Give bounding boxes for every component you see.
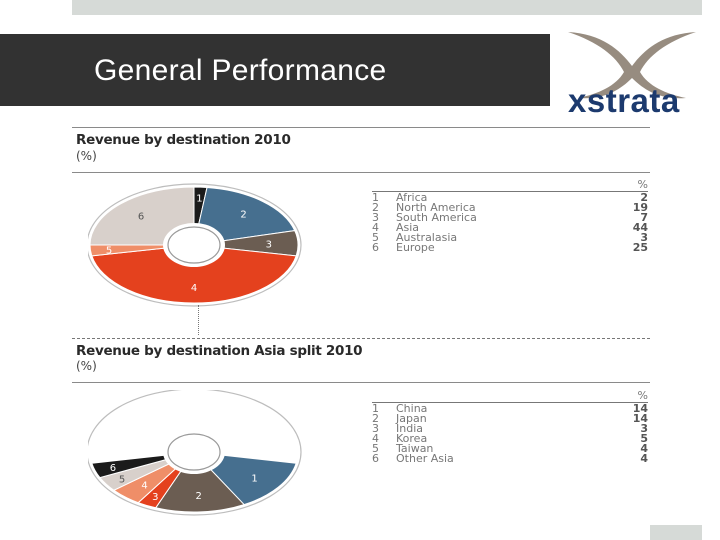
legend-rule [372, 191, 648, 192]
legend-label: Africa [396, 191, 428, 204]
legend-value: 4 [640, 442, 648, 455]
pie-label-4: 4 [191, 283, 197, 294]
legend-value: 3 [640, 231, 648, 244]
pie-slice-2 [154, 451, 246, 513]
chart1-legend: % 1 Africa 2 2 North America 19 3 South America… [372, 178, 648, 253]
pie-label-5: 5 [106, 246, 112, 257]
pie-label-2: 2 [240, 210, 246, 221]
legend-value: 44 [632, 221, 648, 234]
legend-value: 25 [632, 241, 648, 254]
legend-row: 4 Asia 44 [372, 221, 648, 234]
legend-label: Australasia [396, 231, 458, 244]
pie-label-3: 3 [266, 240, 272, 251]
pie-slice-2 [193, 186, 296, 246]
legend-num: 2 [372, 412, 379, 425]
legend-row: 6 Other Asia 4 [372, 452, 648, 465]
chart1-unit: (%) [76, 149, 97, 163]
chart2-legend: % 1 China 14 2 Japan 14 3 India 3 4 Korea 5 5 Taiwan 4… [372, 389, 648, 464]
legend-value: 3 [640, 422, 648, 435]
pie-slice-1 [192, 451, 297, 506]
legend-value: 14 [632, 412, 648, 425]
legend-row: 2 North America 19 [372, 201, 648, 214]
legend-row: 3 South America 7 [372, 211, 648, 224]
legend-row: 5 Taiwan 4 [372, 442, 648, 455]
legend-label: Europe [396, 241, 435, 254]
legend-row: 4 Korea 5 [372, 432, 648, 445]
chart1-mid-rule [72, 172, 650, 173]
legend-num: 3 [372, 422, 379, 435]
legend-row: 3 India 3 [372, 422, 648, 435]
chart2-title: Revenue by destination Asia split 2010 [76, 343, 363, 359]
legend-num: 4 [372, 221, 379, 234]
logo-text: xstrata [568, 82, 680, 119]
legend-num: 4 [372, 432, 379, 445]
page-title: General Performance [94, 54, 387, 87]
pie-label-1: 1 [251, 473, 257, 484]
title-bar: General Performance [0, 34, 550, 106]
chart1-top-rule [72, 127, 650, 128]
pie-label-5: 5 [119, 474, 125, 485]
legend-row: 6 Europe 25 [372, 241, 648, 254]
legend-rule [372, 402, 648, 403]
legend-num: 3 [372, 211, 379, 224]
legend-row: 1 Africa 2 [372, 191, 648, 204]
legend-label: Japan [396, 412, 427, 425]
legend-num: 5 [372, 231, 379, 244]
legend-label: Korea [396, 432, 428, 445]
chart2-unit: (%) [76, 359, 97, 373]
legend-num: 6 [372, 241, 379, 254]
legend-value: 19 [632, 201, 648, 214]
pie-label-2: 2 [196, 491, 202, 502]
legend-num: 6 [372, 452, 379, 465]
legend-unit: % [637, 178, 648, 191]
legend-row: 1 China 14 [372, 402, 648, 415]
pie-label-3: 3 [152, 492, 158, 503]
pie-label-1: 1 [196, 194, 202, 205]
pie-label-4: 4 [141, 480, 147, 491]
chart1-pie: 1 2 3 4 5 6 [88, 183, 302, 307]
corner-box [650, 525, 702, 540]
legend-value: 14 [632, 402, 648, 415]
top-strip [72, 0, 702, 15]
section-divider [72, 338, 650, 339]
chart1-title: Revenue by destination 2010 [76, 132, 291, 148]
legend-row: 5 Australasia 3 [372, 231, 648, 244]
legend-label: Asia [396, 221, 420, 234]
legend-label: Other Asia [396, 452, 454, 465]
legend-label: South America [396, 211, 477, 224]
connector-line [198, 305, 199, 335]
pie-slice-4 [91, 244, 297, 304]
legend-num: 1 [372, 191, 379, 204]
legend-value: 2 [640, 191, 648, 204]
pie-label-6: 6 [110, 463, 116, 474]
legend-label: Taiwan [396, 442, 434, 455]
pie-hole [167, 433, 221, 471]
legend-label: North America [396, 201, 476, 214]
legend-num: 2 [372, 201, 379, 214]
legend-value: 4 [640, 452, 648, 465]
legend-value: 7 [640, 211, 648, 224]
legend-label: India [396, 422, 423, 435]
pie-slice-6 [89, 186, 195, 246]
legend-num: 5 [372, 442, 379, 455]
chart2-mid-rule [72, 382, 650, 383]
legend-unit: % [637, 389, 648, 402]
pie-hole [167, 226, 221, 264]
pie-label-6: 6 [138, 212, 144, 223]
legend-label: China [396, 402, 428, 415]
legend-num: 1 [372, 402, 379, 415]
legend-row: 2 Japan 14 [372, 412, 648, 425]
legend-value: 5 [640, 432, 648, 445]
